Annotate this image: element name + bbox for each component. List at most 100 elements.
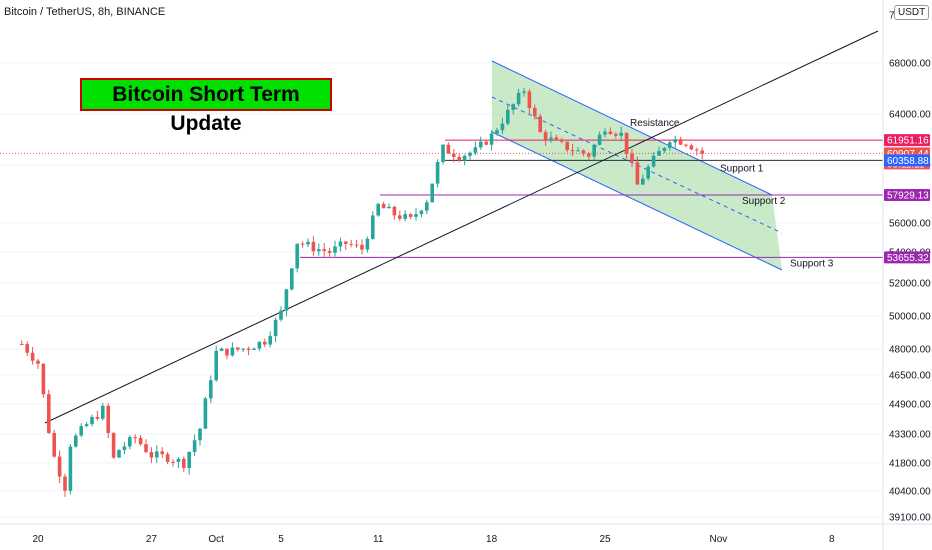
price-tick-label: 56000.00	[889, 219, 931, 230]
candle	[279, 306, 283, 322]
candle	[311, 236, 316, 256]
candle-body	[387, 206, 391, 209]
candle	[300, 241, 305, 248]
candle-body	[635, 162, 640, 185]
candle	[441, 144, 445, 165]
candle-body	[619, 132, 623, 136]
candle-body	[63, 476, 67, 491]
candle-body	[565, 141, 569, 150]
candle	[684, 143, 688, 148]
candle	[500, 117, 505, 135]
candle	[52, 429, 56, 458]
price-tick-label: 44900.00	[889, 400, 931, 411]
candle	[657, 146, 661, 156]
candle-body	[592, 144, 596, 157]
candle	[673, 135, 677, 149]
candle-body	[263, 341, 267, 345]
candle	[695, 147, 699, 156]
time-tick-label: Nov	[710, 534, 728, 545]
candle	[209, 375, 213, 404]
candle-body	[468, 152, 472, 156]
candle-body	[311, 241, 316, 252]
candle-body	[554, 137, 559, 140]
candle	[214, 345, 218, 382]
candle	[295, 243, 299, 273]
candle	[414, 208, 418, 221]
candle	[506, 105, 510, 126]
resistance-tag-bg	[884, 134, 930, 147]
candle-body	[144, 444, 148, 453]
candle	[619, 126, 623, 142]
time-tick-label: 27	[146, 534, 158, 545]
candle-body	[41, 363, 46, 395]
price-tick-label: 7	[889, 11, 895, 22]
candle-body	[522, 91, 526, 93]
candle-body	[84, 424, 89, 427]
candle	[187, 451, 191, 475]
candle	[392, 205, 397, 220]
candle	[160, 447, 164, 458]
candle	[284, 288, 289, 317]
candle	[700, 147, 704, 160]
time-tick-label: 18	[486, 534, 498, 545]
candle	[603, 128, 607, 138]
candle-body	[30, 352, 35, 361]
channel-upper-line	[491, 60, 773, 196]
candle	[90, 414, 94, 427]
candle-body	[457, 156, 461, 161]
support-2-tag: 57929.13	[887, 191, 929, 202]
candle-body	[187, 451, 191, 468]
candle	[252, 347, 256, 350]
price-tick-label: 52000.00	[889, 279, 931, 290]
candle	[219, 347, 224, 352]
candle-body	[446, 144, 451, 154]
candle-body	[198, 428, 202, 441]
candle-body	[533, 108, 537, 117]
candle	[155, 445, 159, 464]
candle-body	[230, 347, 235, 356]
candle-body	[333, 246, 337, 253]
candle	[290, 267, 294, 291]
candle	[468, 151, 472, 160]
candle	[516, 88, 521, 107]
candle	[565, 141, 569, 153]
ascending-trendline	[44, 30, 879, 424]
candle	[230, 342, 235, 357]
candle	[117, 449, 121, 458]
candle-body	[673, 139, 677, 143]
candle	[576, 146, 580, 152]
candle	[479, 136, 483, 150]
candle-body	[678, 139, 683, 145]
candle	[106, 403, 110, 439]
candle	[198, 427, 202, 446]
candle	[192, 434, 197, 456]
candle-body	[425, 202, 429, 211]
support-3-tag-bg	[884, 251, 930, 264]
candle-body	[203, 398, 208, 429]
candle-body	[176, 458, 181, 462]
candle	[176, 457, 181, 469]
candle-body	[95, 416, 100, 419]
candle-body	[462, 155, 467, 161]
time-tick-label: 25	[599, 534, 611, 545]
candle	[182, 456, 186, 472]
candle	[317, 243, 321, 256]
candle	[63, 473, 67, 498]
currency-button[interactable]: USDT	[894, 5, 930, 20]
candle	[333, 240, 337, 257]
level-label: Support 3	[790, 258, 834, 269]
candle	[122, 441, 127, 455]
candle-body	[630, 153, 634, 163]
candle	[662, 147, 667, 154]
candle-body	[306, 241, 310, 245]
level-label: Support 1	[720, 163, 764, 174]
candle	[624, 132, 629, 160]
candle-body	[90, 416, 94, 425]
candle	[522, 87, 526, 97]
candle	[489, 129, 494, 151]
candle-body	[376, 203, 380, 216]
candle	[268, 331, 272, 348]
candle	[246, 346, 251, 356]
time-tick-label: 20	[32, 534, 44, 545]
